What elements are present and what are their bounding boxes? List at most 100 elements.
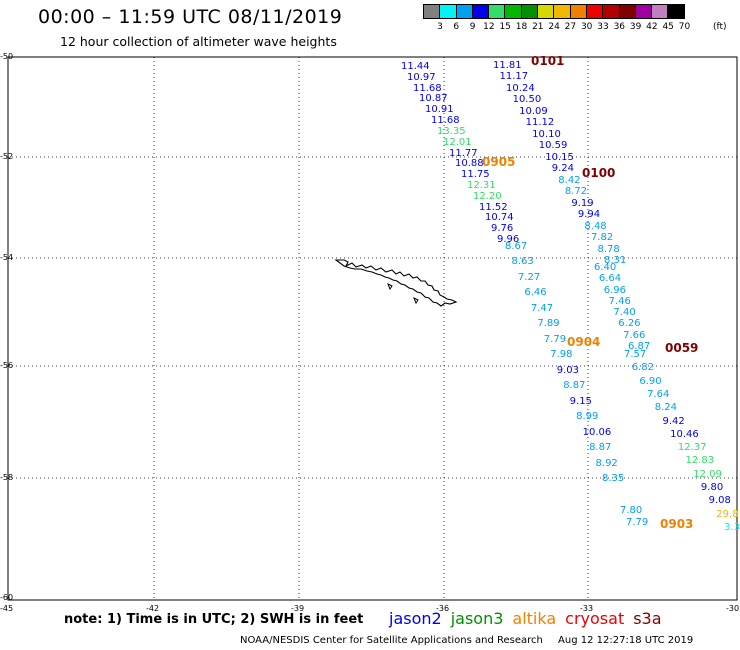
legend-label: 39 — [629, 22, 642, 32]
wave-height-label: 8.67 — [505, 241, 528, 252]
wave-height-label: 8.92 — [595, 457, 618, 469]
legend-swatch — [553, 4, 571, 19]
legend-unit: (ft) — [713, 22, 727, 32]
pass-time-label: 0905 — [482, 155, 516, 169]
satellite-label: cryosat — [565, 609, 625, 628]
lat-tick: -50 — [0, 52, 14, 61]
wave-height-label: 12.31 — [467, 179, 496, 191]
legend-swatch — [651, 4, 669, 19]
pass-time-label: 0100 — [582, 166, 616, 180]
wave-height-label: 3.3 — [724, 522, 740, 533]
legend-swatch — [488, 4, 506, 19]
lat-tick: -60 — [0, 593, 14, 602]
lon-tick: -39 — [291, 604, 305, 613]
island-fragment — [413, 296, 419, 305]
legend-swatch — [520, 4, 539, 19]
wave-height-label: 10.59 — [538, 140, 568, 152]
wave-height-label: 9.08 — [708, 495, 731, 507]
legend-swatch — [504, 4, 522, 19]
legend-label: 6 — [453, 22, 460, 32]
generated-timestamp: Aug 12 12:27:18 UTC 2019 — [558, 635, 694, 646]
legend-swatches — [423, 4, 685, 19]
wave-height-label: 11.81 — [493, 60, 522, 71]
wave-height-label: 9.42 — [662, 415, 685, 427]
lon-tick: -36 — [436, 604, 450, 613]
legend-label: 15 — [499, 22, 511, 32]
wave-height-label: 6.90 — [639, 375, 662, 387]
wave-height-label: 10.10 — [532, 128, 561, 140]
wave-height-label: 8.72 — [564, 186, 588, 198]
south-georgia-island — [334, 259, 458, 307]
wave-height-label: 6.46 — [524, 287, 547, 299]
page-subtitle: 12 hour collection of altimeter wave hei… — [60, 34, 337, 49]
wave-height-label: 7.66 — [623, 329, 646, 341]
pass-time-label: 0903 — [660, 517, 694, 531]
satellite-label: jason2 — [389, 609, 442, 628]
wave-height-label: 10.74 — [485, 212, 514, 224]
wave-height-label: 7.46 — [608, 295, 631, 307]
wave-height-label: 9.80 — [700, 482, 724, 494]
wave-height-label: 6.64 — [598, 273, 622, 285]
wave-height-label: 9.03 — [556, 364, 579, 376]
wave-height-label: 8.35 — [602, 473, 625, 484]
pass-time-label: 0101 — [531, 54, 565, 68]
wave-height-label: 10.46 — [670, 428, 699, 440]
legend-label: 42 — [646, 22, 658, 32]
satellite-label: altika — [512, 609, 557, 628]
wave-height-label: 7.40 — [613, 307, 636, 319]
wave-height-label: 7.89 — [537, 318, 560, 330]
wave-height-label: 9.96 — [497, 234, 520, 245]
wave-height-label: 11.68 — [413, 82, 442, 94]
wave-height-label: 12.37 — [677, 442, 707, 454]
legend-label: 18 — [515, 22, 528, 32]
lon-tick: -30 — [726, 604, 740, 613]
credit-text: NOAA/NESDIS Center for Satellite Applica… — [240, 635, 543, 646]
wave-height-label: 10.09 — [519, 105, 548, 117]
wave-height-label: 7.27 — [517, 271, 541, 283]
legend-label: 27 — [564, 22, 577, 32]
wave-height-label: 7.57 — [624, 349, 647, 360]
wave-height-label: 10.50 — [512, 94, 542, 106]
legend-swatch — [439, 4, 457, 19]
satellite-label: s3a — [633, 609, 662, 628]
wave-height-label: 10.88 — [455, 158, 484, 170]
wave-height-label: 8.78 — [597, 243, 620, 255]
wave-height-label: 8.87 — [589, 442, 612, 454]
legend-swatch — [471, 4, 490, 19]
wave-height-label: 12.01 — [443, 136, 472, 148]
wave-height-label: 13.35 — [437, 125, 466, 137]
wave-height-label: 7.82 — [590, 232, 614, 244]
wave-height-label: 7.79 — [626, 517, 649, 528]
wave-height-label: 11.52 — [479, 201, 508, 213]
wave-height-label: 29.81 — [716, 508, 740, 520]
wave-height-label: 7.98 — [550, 349, 573, 361]
color-legend: 3 6 9 12 15 18 21 24 27 30 33 36 39 42 45 70 (ft) — [423, 4, 727, 32]
wave-height-label: 8.63 — [511, 256, 534, 268]
wave-height-label: 9.24 — [551, 163, 575, 175]
legend-label: 12 — [483, 22, 495, 32]
wave-height-label: 10.06 — [582, 426, 612, 438]
wave-height-label: 8.42 — [558, 174, 581, 186]
wave-height-label: 9.19 — [571, 197, 594, 209]
legend-swatch — [569, 4, 587, 19]
wave-height-label: 11.44 — [401, 61, 430, 72]
wave-height-label: 7.47 — [530, 302, 554, 314]
legend-swatch — [455, 4, 473, 19]
wave-height-label: 6.87 — [628, 341, 651, 352]
legend-swatch — [537, 4, 555, 19]
lat-tick: -54 — [0, 253, 14, 262]
lat-tick: -58 — [0, 473, 14, 482]
legend-label: 30 — [580, 22, 593, 32]
wave-height-label: 12.83 — [685, 455, 715, 467]
graticule — [8, 57, 737, 600]
lon-tick: -42 — [146, 604, 160, 613]
wave-height-label: 6.96 — [603, 284, 626, 296]
legend-swatch — [423, 4, 441, 19]
lat-tick: -56 — [0, 361, 14, 370]
lon-tick: -45 — [0, 604, 14, 613]
wave-height-label: 8.48 — [584, 220, 607, 232]
page-title: 00:00 – 11:59 UTC 08/11/2019 — [38, 6, 343, 28]
wave-height-label: 10.87 — [419, 93, 448, 105]
map-frame — [7, 56, 738, 601]
